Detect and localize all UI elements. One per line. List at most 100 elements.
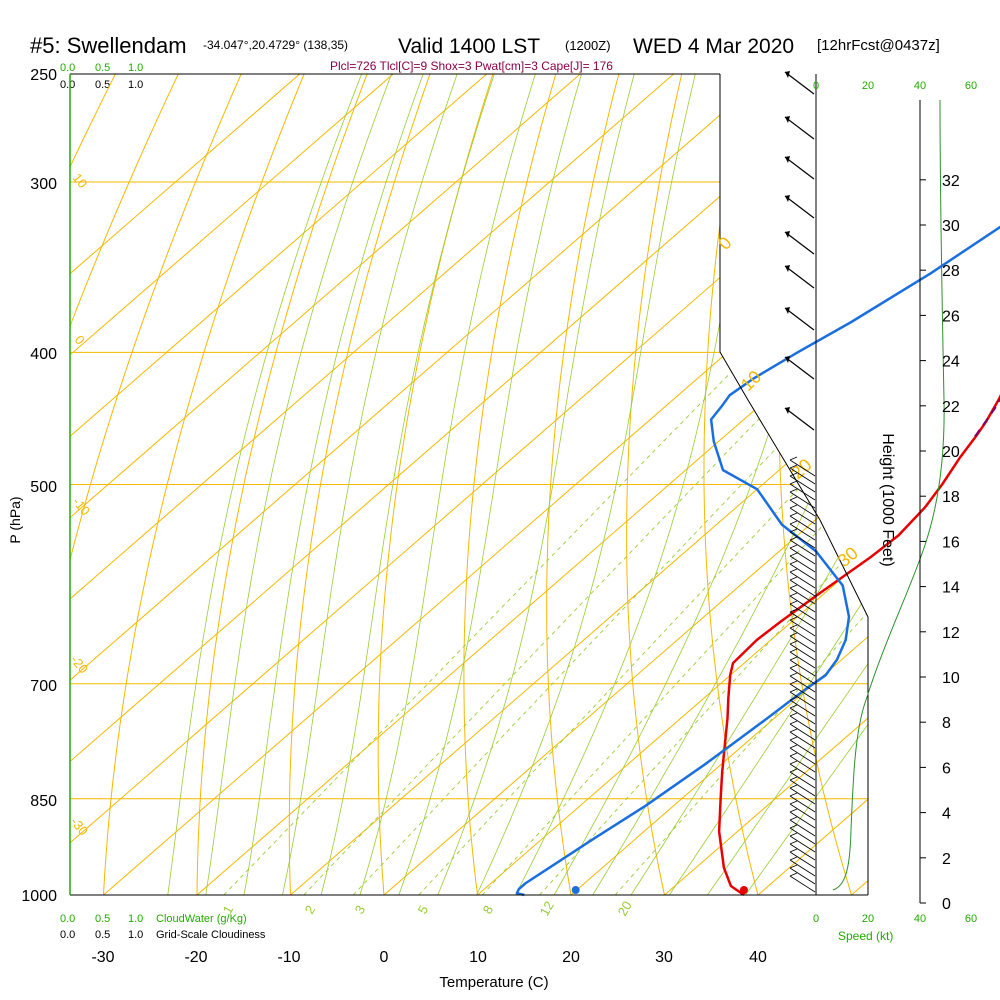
wind-barb-low xyxy=(789,872,816,893)
theta-label-0: 0 xyxy=(714,233,736,254)
wind-barb-low xyxy=(789,504,816,525)
wind-barb-low xyxy=(789,648,816,669)
height-tick-label-32: 32 xyxy=(942,173,960,190)
barb-staff xyxy=(789,499,816,517)
moist-adiabat--8 xyxy=(275,74,467,895)
barb-flag xyxy=(785,307,790,314)
barb-tick xyxy=(789,688,798,693)
wind-barb-low xyxy=(789,736,816,757)
wind-barb-low xyxy=(789,616,816,637)
isotherm--30 xyxy=(103,74,868,895)
moist-adiabat-20 xyxy=(537,74,858,895)
height-tick-label-26: 26 xyxy=(942,308,960,325)
barb-tick xyxy=(789,520,798,525)
wind-barb-7 xyxy=(784,356,815,380)
barb-staff xyxy=(784,116,815,140)
barb-tick xyxy=(789,816,798,821)
wind-barb-low xyxy=(789,752,816,773)
p-tick-250: 250 xyxy=(30,67,57,84)
cloud-green-bot-2: 1.0 xyxy=(128,913,143,925)
barb-staff xyxy=(789,507,816,525)
barb-tick xyxy=(789,528,798,533)
barb-tick xyxy=(789,496,798,501)
barb-tick xyxy=(789,672,798,677)
dry-adiabat--10 xyxy=(288,74,440,895)
barb-staff xyxy=(789,779,816,797)
barb-tick xyxy=(789,488,798,493)
barb-tick xyxy=(789,544,798,549)
barb-staff xyxy=(789,531,816,549)
p-tick-850: 850 xyxy=(30,793,57,810)
wind-barb-low xyxy=(789,664,816,685)
wind-barb-low xyxy=(789,720,816,741)
barb-staff xyxy=(789,739,816,757)
barb-staff xyxy=(789,851,816,869)
height-tick-label-20: 20 xyxy=(942,444,960,461)
moist-adiabat-0 xyxy=(350,74,544,895)
wind-barb-1 xyxy=(784,116,815,140)
moist-adiabat-40 xyxy=(724,74,868,895)
wind-barb-low xyxy=(789,848,816,869)
cloud-scale-top: 0.0 0.5 1.0 0.0 0.5 1.0 xyxy=(60,62,143,91)
barb-tick xyxy=(789,800,798,805)
t-tick-m20: -20 xyxy=(184,949,207,966)
zulu-time: (1200Z) xyxy=(565,38,611,53)
dry-adiabat-50 xyxy=(778,74,862,895)
wind-barb-low xyxy=(789,856,816,877)
wind-barb-low xyxy=(789,816,816,837)
cloud-black-bot-2: 1.0 xyxy=(128,929,143,941)
barb-tick xyxy=(789,728,798,733)
barb-flag xyxy=(785,265,790,272)
barb-staff xyxy=(789,819,816,837)
wind-barb-low xyxy=(789,696,816,717)
dry-adiabat--60 xyxy=(70,74,129,895)
height-tick-label-22: 22 xyxy=(942,399,960,416)
isotherm--100 xyxy=(70,74,394,895)
barb-flag xyxy=(785,116,790,123)
height-tick-label-8: 8 xyxy=(942,715,951,732)
barb-tick xyxy=(789,600,798,605)
barb-staff xyxy=(789,835,816,853)
sounding-series xyxy=(515,225,1000,897)
barb-staff xyxy=(789,651,816,669)
barb-tick xyxy=(789,840,798,845)
wind-barb-low xyxy=(789,544,816,565)
height-tick-label-28: 28 xyxy=(942,263,960,280)
thermo-grid xyxy=(70,50,1000,924)
isotherm--20 xyxy=(196,74,868,895)
moist-adiabat--4 xyxy=(313,74,503,895)
barb-tick xyxy=(789,680,798,685)
barb-tick xyxy=(789,568,798,573)
dry-adiabat-80 xyxy=(991,50,1000,924)
barb-tick xyxy=(789,752,798,757)
barb-tick xyxy=(789,832,798,837)
wind-barb-3 xyxy=(784,195,815,219)
height-tick-label-12: 12 xyxy=(942,625,960,642)
cloud-black-top-2: 1.0 xyxy=(128,79,143,91)
left-edge-labels: 10 0 -10 -20 -30 xyxy=(68,170,94,838)
t-tick-30: 30 xyxy=(655,949,673,966)
barb-tick xyxy=(789,768,798,773)
barb-tick xyxy=(789,736,798,741)
barb-tick xyxy=(789,576,798,581)
wind-barb-low xyxy=(789,472,816,493)
barb-staff xyxy=(789,755,816,773)
barb-staff xyxy=(789,763,816,781)
barb-tick xyxy=(789,808,798,813)
wind-barb-low xyxy=(789,864,816,885)
barb-flag xyxy=(785,407,790,414)
dewpoint-line xyxy=(515,225,1000,897)
wind-barb-low xyxy=(789,640,816,661)
barb-staff xyxy=(789,467,816,485)
barb-flag xyxy=(785,356,790,363)
speed-bot-0: 0 xyxy=(813,913,819,925)
wind-barb-low xyxy=(789,776,816,797)
barb-staff xyxy=(789,579,816,597)
pressure-axis: 250 300 400 500 700 850 1000 xyxy=(21,67,57,905)
wind-barb-low xyxy=(789,512,816,533)
wind-barb-2 xyxy=(784,156,815,180)
height-tick-label-2: 2 xyxy=(942,851,951,868)
height-axis-label: Height (1000 Feet) xyxy=(879,433,896,566)
